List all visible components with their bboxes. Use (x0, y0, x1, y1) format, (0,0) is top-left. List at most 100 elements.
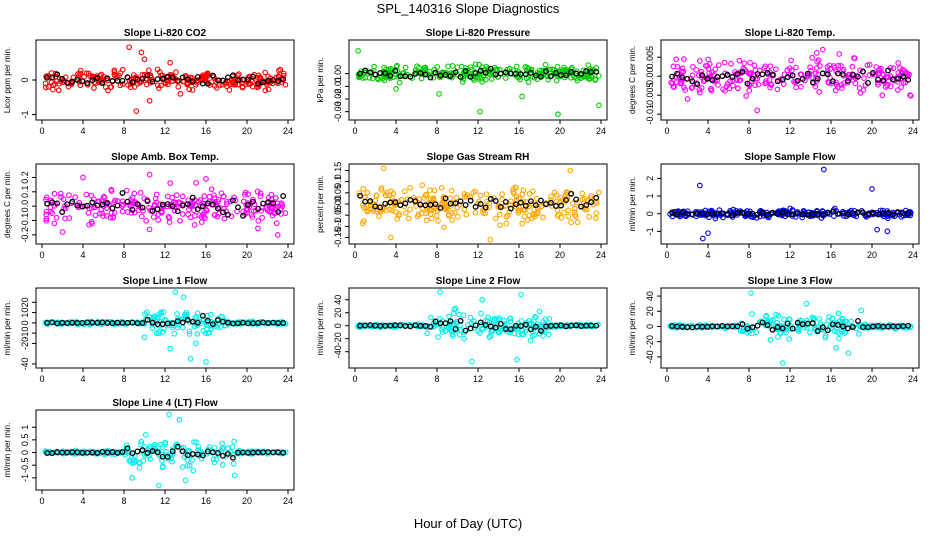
data-point (477, 192, 484, 199)
data-point (138, 438, 145, 445)
data-point (542, 61, 549, 68)
mean-point (169, 448, 176, 455)
mean-point (94, 75, 101, 82)
mean-point (517, 323, 524, 329)
data-point (705, 56, 712, 63)
mean-point (497, 203, 504, 210)
data-point (433, 212, 440, 219)
y-axis-label: ml/min per min. (628, 177, 637, 232)
data-point (897, 65, 903, 71)
mean-point (64, 201, 71, 208)
x-tick-label: 12 (160, 126, 170, 136)
mean-point (482, 69, 489, 76)
data-point (520, 331, 527, 338)
data-point (726, 85, 733, 92)
mean-point (739, 321, 746, 328)
y-tick-label: -10 (20, 327, 30, 340)
data-point (791, 78, 797, 85)
data-point (394, 215, 401, 222)
mean-point (154, 206, 161, 213)
x-tick-label: 16 (826, 250, 836, 260)
data-point (739, 328, 746, 335)
mean-point (179, 319, 186, 326)
data-point (200, 450, 206, 457)
data-point (449, 331, 456, 338)
x-tick-label: 8 (434, 250, 439, 260)
outlier-point (779, 360, 786, 366)
data-point (822, 334, 829, 341)
mean-point (472, 322, 479, 329)
data-point (890, 65, 897, 72)
mean-point (245, 76, 251, 83)
mean-point (270, 200, 277, 207)
mean-point (729, 212, 736, 219)
data-point (540, 214, 546, 221)
data-point (418, 210, 425, 217)
x-tick-label: 16 (201, 496, 211, 506)
mean-point (724, 71, 731, 78)
panel-5: Slope Gas Stream RH percent per min. -0.15… (316, 152, 608, 260)
data-point (574, 219, 581, 226)
data-point (426, 187, 433, 194)
data-point (268, 191, 275, 198)
data-point (179, 324, 186, 331)
data-point (866, 61, 873, 68)
data-point (816, 89, 823, 95)
mean-point (844, 77, 851, 84)
mean-point (124, 74, 131, 81)
data-point (191, 222, 198, 228)
mean-point (179, 448, 186, 455)
mean-point (769, 71, 776, 78)
data-point (265, 86, 272, 93)
outlier-point (820, 166, 827, 173)
mean-point (104, 200, 111, 206)
data-point (521, 213, 528, 220)
outlier-point (514, 356, 520, 363)
data-point (508, 198, 514, 205)
data-point (849, 63, 856, 70)
data-point (154, 66, 161, 73)
data-point (392, 71, 399, 78)
y-tick-label: 0.00 (645, 67, 655, 85)
data-point (876, 66, 883, 73)
data-point (221, 215, 228, 222)
data-point (836, 51, 843, 57)
data-point (752, 76, 759, 82)
mean-point (794, 319, 801, 326)
mean-point (674, 70, 681, 77)
data-point (72, 194, 78, 201)
data-point (526, 212, 533, 219)
data-point (387, 206, 393, 213)
x-tick-label: 12 (473, 250, 483, 260)
data-point (160, 463, 166, 470)
mean-point (709, 77, 716, 84)
mean-point (255, 80, 262, 87)
mean-point (144, 198, 151, 205)
outlier-point (487, 236, 494, 243)
mean-point (482, 321, 489, 328)
mean-point (194, 73, 201, 80)
data-point (160, 328, 166, 335)
mean-point (472, 203, 479, 210)
mean-point (235, 204, 241, 211)
x-tick-label: 16 (201, 126, 211, 136)
mean-point (154, 76, 161, 83)
mean-point (209, 72, 216, 79)
y-tick-label: 1 (645, 194, 655, 199)
data-point (485, 314, 491, 321)
data-point (173, 192, 180, 198)
data-point (698, 68, 705, 75)
data-point (740, 65, 747, 72)
data-point (879, 71, 886, 77)
mean-point (174, 318, 181, 325)
data-point (211, 444, 218, 451)
data-point (394, 62, 400, 69)
mean-point (154, 449, 161, 456)
data-point (175, 83, 182, 90)
data-point (404, 196, 411, 202)
data-point (156, 328, 162, 335)
mean-point (149, 78, 156, 85)
mean-point (824, 71, 831, 78)
mean-point (260, 79, 267, 86)
